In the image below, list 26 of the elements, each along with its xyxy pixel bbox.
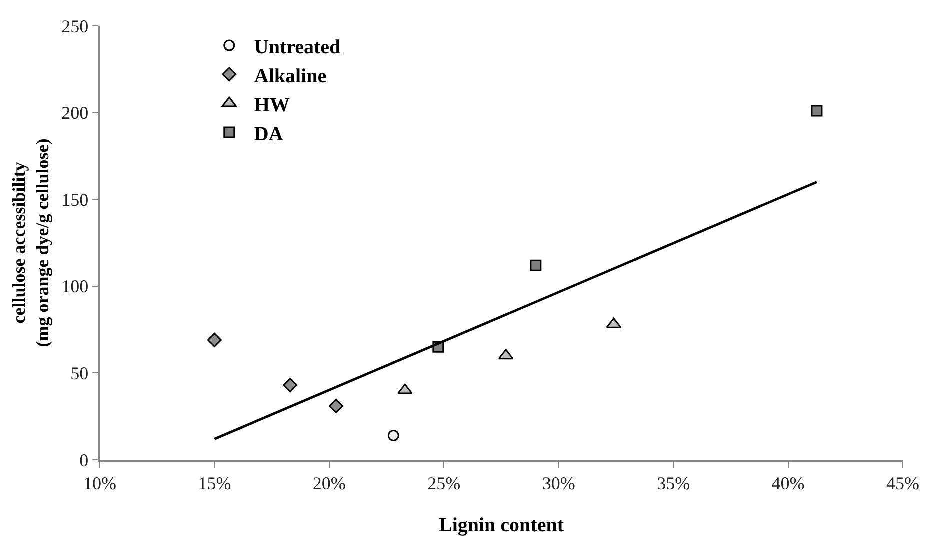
- y-tick-label: 50: [70, 364, 89, 384]
- x-axis-title: Lignin content: [438, 514, 564, 536]
- x-tick-label: 10%: [84, 473, 116, 494]
- point: [811, 105, 823, 117]
- x-tick-label: 20%: [312, 473, 346, 494]
- y-tick-label: 0: [80, 450, 89, 470]
- y-axis-title: cellulose accessibility (mg orange dye/g cellulose): [8, 138, 52, 348]
- point: [283, 378, 298, 393]
- point: [388, 430, 400, 442]
- point: [207, 332, 222, 348]
- y-tick-label: 100: [62, 276, 89, 297]
- y-tick-label: 200: [62, 103, 89, 124]
- point: [329, 398, 344, 414]
- y-tick-label: 150: [62, 190, 89, 210]
- y-tick-label: 250: [62, 16, 89, 36]
- x-tick-label: 25%: [428, 473, 461, 494]
- x-tick-label: 30%: [542, 473, 576, 494]
- x-tick-label: 35%: [657, 473, 690, 494]
- x-tick-label: 15%: [198, 473, 232, 494]
- x-tick-label: 40%: [772, 473, 805, 494]
- legend-label: DA: [254, 123, 284, 146]
- point: [530, 260, 542, 272]
- legend-label: Untreated: [254, 36, 341, 58]
- legend-label: HW: [254, 94, 290, 116]
- legend-label: Alkaline: [254, 65, 327, 88]
- x-tick-label: 45%: [886, 473, 920, 494]
